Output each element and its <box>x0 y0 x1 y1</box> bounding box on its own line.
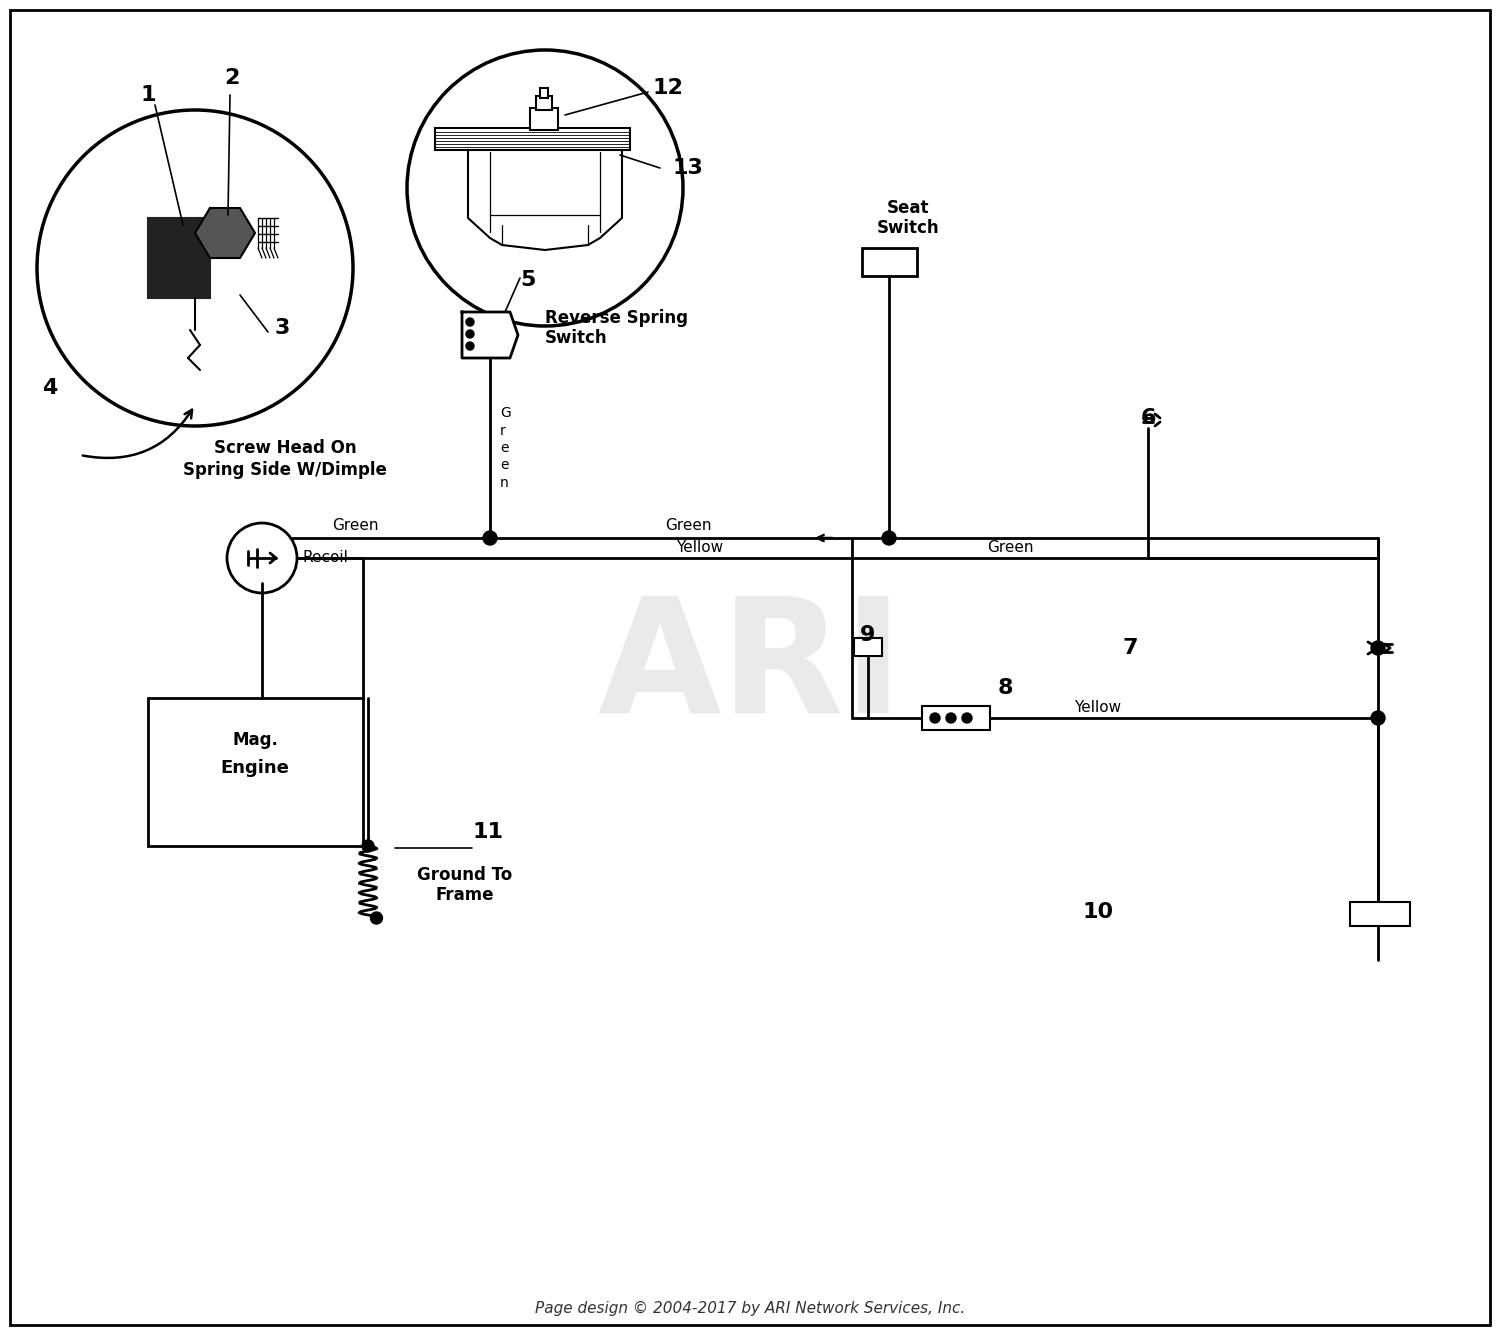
Bar <box>536 96 552 109</box>
Bar <box>862 248 916 276</box>
Text: 7: 7 <box>1122 638 1137 658</box>
Text: 12: 12 <box>652 77 684 97</box>
Text: Spring Side W/Dimple: Spring Side W/Dimple <box>183 461 387 479</box>
Circle shape <box>466 330 474 338</box>
Circle shape <box>930 713 940 724</box>
Bar <box>148 698 363 846</box>
Text: 2: 2 <box>225 68 240 88</box>
Bar <box>148 218 210 298</box>
Circle shape <box>466 342 474 350</box>
Text: 13: 13 <box>672 158 704 178</box>
Circle shape <box>962 713 972 724</box>
Text: 8: 8 <box>998 678 1012 698</box>
Bar <box>1350 902 1410 926</box>
Bar <box>853 638 882 655</box>
Bar <box>435 128 630 150</box>
Circle shape <box>226 523 297 593</box>
Circle shape <box>370 912 382 924</box>
Text: 5: 5 <box>520 270 536 290</box>
Text: 1: 1 <box>141 85 156 105</box>
Circle shape <box>466 318 474 326</box>
Text: Green: Green <box>332 518 378 533</box>
Polygon shape <box>195 208 255 258</box>
Bar <box>530 108 558 129</box>
Text: Page design © 2004-2017 by ARI Network Services, Inc.: Page design © 2004-2017 by ARI Network S… <box>536 1300 964 1315</box>
Text: Green: Green <box>987 541 1033 555</box>
Circle shape <box>1371 712 1384 725</box>
Text: ARI: ARI <box>597 590 903 745</box>
Text: Engine: Engine <box>220 760 290 777</box>
Text: Green: Green <box>664 518 711 533</box>
Circle shape <box>362 840 374 852</box>
Circle shape <box>38 109 352 426</box>
Text: G
r
e
e
n: G r e e n <box>500 406 510 490</box>
Text: 4: 4 <box>42 378 57 398</box>
Text: 3: 3 <box>274 318 290 338</box>
Text: 6: 6 <box>1140 409 1155 429</box>
Text: Ground To
Frame: Ground To Frame <box>417 865 513 904</box>
Circle shape <box>1371 641 1384 655</box>
Text: Seat
Switch: Seat Switch <box>876 199 939 238</box>
Polygon shape <box>462 312 518 358</box>
Circle shape <box>406 49 682 326</box>
Text: 11: 11 <box>472 822 504 842</box>
Circle shape <box>882 531 896 545</box>
Text: Reverse Spring
Switch: Reverse Spring Switch <box>544 308 688 347</box>
Text: 9: 9 <box>861 625 876 645</box>
Bar <box>922 706 990 730</box>
Text: Recoil: Recoil <box>302 550 348 566</box>
Circle shape <box>946 713 956 724</box>
Text: 10: 10 <box>1083 902 1113 922</box>
Text: Mag.: Mag. <box>232 732 278 749</box>
Polygon shape <box>468 150 622 250</box>
Bar <box>540 88 548 97</box>
Text: Screw Head On: Screw Head On <box>213 439 357 457</box>
Circle shape <box>483 531 496 545</box>
Text: Yellow: Yellow <box>1074 701 1122 716</box>
Text: Yellow: Yellow <box>676 541 723 555</box>
